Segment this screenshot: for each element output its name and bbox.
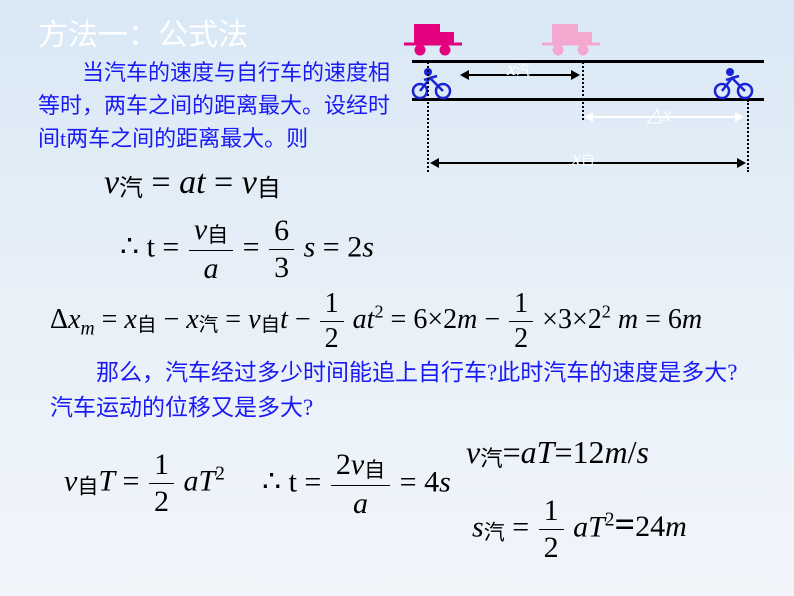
equation-5: ∴ t = 2v自a = 4s — [262, 448, 451, 521]
eq4-hn: 1 — [149, 448, 174, 484]
eq6-v: v — [466, 434, 480, 470]
road-line-top — [412, 60, 764, 63]
eq6-sub: 汽 — [480, 446, 502, 471]
motion-diagram: x汽 △x x自 — [412, 28, 764, 188]
eq3-eq1: = — [102, 304, 125, 335]
eq3-x1: x — [124, 304, 136, 335]
eq7-hn: 1 — [539, 494, 564, 530]
equation-2: ∴ t = v自a = 63 s = 2s — [120, 213, 374, 286]
eq2-den1: a — [189, 251, 233, 286]
eq2-num2: 6 — [269, 214, 294, 250]
eq1-eq2: = — [206, 164, 242, 201]
eq5-pre: ∴ t = — [262, 465, 329, 498]
eq3-t: t — [280, 304, 288, 335]
equation-4: v自T = 12 aT2 — [64, 448, 225, 519]
eq1-eq1: = — [143, 164, 179, 201]
eq3-minus1: − — [163, 304, 186, 335]
eq3-hd2: 2 — [509, 322, 533, 355]
eq4-T: T — [98, 464, 115, 497]
eq7-sup: 2 — [605, 509, 615, 530]
eq5-ns: 自 — [364, 458, 385, 482]
eq1-v2: v — [242, 164, 257, 201]
label-x-bike: x自 — [572, 148, 595, 171]
intro-paragraph: 当汽车的速度与自行车的速度相等时，两车之间的距离最大。设经时间t两车之间的距离最… — [38, 56, 403, 155]
eq3-x1s: 自 — [137, 315, 157, 336]
eq1-at: at — [179, 164, 205, 201]
eq1-v1: v — [104, 164, 119, 201]
question-paragraph: 那么，汽车经过多少时间能追上自行车?此时汽车的速度是多大?汽车运动的位移又是多大… — [50, 356, 750, 425]
slide-title: 方法一：公式法 — [38, 10, 248, 54]
eq6-rest: =aT=12m/s — [503, 434, 649, 470]
eq3-sup2: 2 — [602, 302, 611, 322]
equation-6: v汽=aT=12m/s — [466, 434, 649, 473]
label-x-bike-var: x — [572, 148, 581, 170]
eq3-x2: x — [186, 304, 198, 335]
label-x-bike-sub: 自 — [581, 154, 595, 169]
eq3-hd1: 2 — [320, 322, 344, 355]
eq4-aT: aT — [183, 464, 215, 497]
eq3-m: m — [80, 319, 94, 340]
truck-icon-solid — [404, 22, 462, 60]
dotted-line-3 — [747, 100, 749, 172]
dotted-line-1 — [427, 62, 429, 172]
eq3-v: v — [248, 304, 260, 335]
label-x-car-var: x — [507, 58, 516, 80]
eq5-nv: v — [351, 448, 364, 481]
eq3-vs: 自 — [261, 315, 281, 336]
eq3-sup1: 2 — [374, 302, 383, 322]
eq2-den2: 3 — [269, 250, 294, 285]
eq3-eq2: = — [225, 304, 248, 335]
eq2-pre: ∴ t = — [120, 230, 187, 263]
bike-icon-right — [712, 68, 756, 100]
eq5-post: = 4s — [400, 465, 451, 498]
eq3-hn1: 1 — [320, 288, 344, 322]
eq4-v: v — [64, 464, 77, 497]
eq4-sub: 自 — [77, 474, 98, 498]
eq4-sup: 2 — [215, 463, 225, 484]
eq2-mid: = — [243, 230, 267, 263]
eq7-eq: = — [505, 510, 537, 543]
eq3-minus2: − — [295, 304, 318, 335]
label-x-car: x汽 — [507, 58, 530, 81]
eq7-hd: 2 — [539, 530, 564, 565]
eq2-post: s = 2s — [304, 230, 374, 263]
eq2-numv: v — [194, 213, 207, 246]
eq3-num2: ×3×2 — [542, 304, 602, 335]
eq1-sub2: 自 — [257, 176, 281, 202]
eq2-nums: 自 — [207, 223, 228, 247]
label-dx: △x — [647, 102, 671, 127]
eq7-aT: aT — [573, 510, 605, 543]
eq1-sub1: 汽 — [119, 176, 143, 202]
eq5-n2: 2 — [336, 448, 351, 481]
eq3-x2s: 汽 — [199, 315, 219, 336]
eq7-sub: 汽 — [484, 520, 505, 544]
eq3-at: at — [353, 304, 375, 335]
eq3-tail: m = 6m — [618, 304, 702, 335]
truck-icon-faded — [542, 22, 600, 60]
eq4-hd: 2 — [149, 484, 174, 519]
eq7-s: s — [472, 510, 484, 543]
equation-1: v汽 = at = v自 — [104, 164, 281, 203]
eq7-tail: =24m — [615, 510, 687, 543]
eq3-hn2: 1 — [509, 288, 533, 322]
bike-icon-left — [410, 68, 454, 100]
equation-7: s汽 = 12 aT2=24m — [472, 494, 687, 565]
eq5-den: a — [331, 486, 390, 521]
label-x-car-sub: 汽 — [516, 64, 530, 79]
eq3-num: = 6×2m − — [391, 304, 508, 335]
equation-3: ΔΔxxm = x自 − x汽 = v自t − 12 at2 = 6×2m − … — [50, 288, 702, 355]
